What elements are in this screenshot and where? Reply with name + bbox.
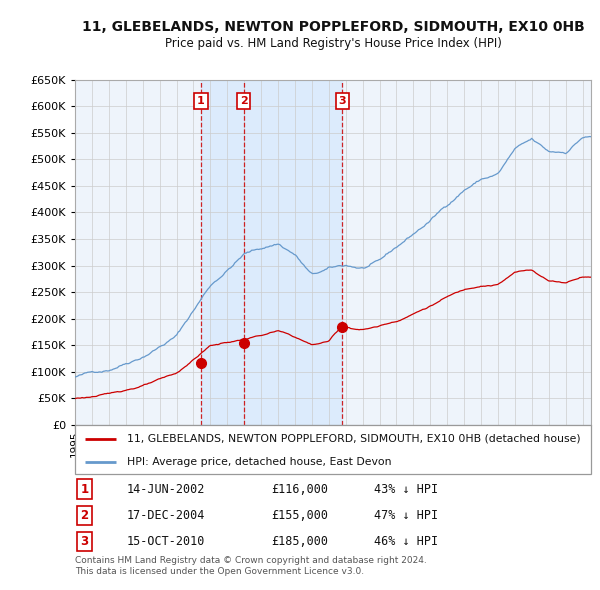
Text: £185,000: £185,000 [271, 535, 328, 548]
Text: Price paid vs. HM Land Registry's House Price Index (HPI): Price paid vs. HM Land Registry's House … [164, 37, 502, 50]
Text: 2: 2 [239, 96, 247, 106]
Text: 2: 2 [80, 509, 88, 522]
Bar [201, 80, 342, 425]
Text: 11, GLEBELANDS, NEWTON POPPLEFORD, SIDMOUTH, EX10 0HB (detached house): 11, GLEBELANDS, NEWTON POPPLEFORD, SIDMO… [127, 434, 580, 444]
Text: 15-OCT-2010: 15-OCT-2010 [127, 535, 205, 548]
Text: 46% ↓ HPI: 46% ↓ HPI [374, 535, 439, 548]
Text: 14-JUN-2002: 14-JUN-2002 [127, 483, 205, 496]
Text: £116,000: £116,000 [271, 483, 328, 496]
FancyBboxPatch shape [75, 425, 591, 474]
Text: 3: 3 [338, 96, 346, 106]
Text: 1: 1 [80, 483, 88, 496]
Text: 43% ↓ HPI: 43% ↓ HPI [374, 483, 439, 496]
Text: 1: 1 [197, 96, 205, 106]
Text: 3: 3 [80, 535, 88, 548]
Text: HPI: Average price, detached house, East Devon: HPI: Average price, detached house, East… [127, 457, 391, 467]
Text: 47% ↓ HPI: 47% ↓ HPI [374, 509, 439, 522]
Text: Contains HM Land Registry data © Crown copyright and database right 2024.
This d: Contains HM Land Registry data © Crown c… [75, 556, 427, 576]
Text: 17-DEC-2004: 17-DEC-2004 [127, 509, 205, 522]
Text: 11, GLEBELANDS, NEWTON POPPLEFORD, SIDMOUTH, EX10 0HB: 11, GLEBELANDS, NEWTON POPPLEFORD, SIDMO… [82, 19, 584, 34]
Text: £155,000: £155,000 [271, 509, 328, 522]
